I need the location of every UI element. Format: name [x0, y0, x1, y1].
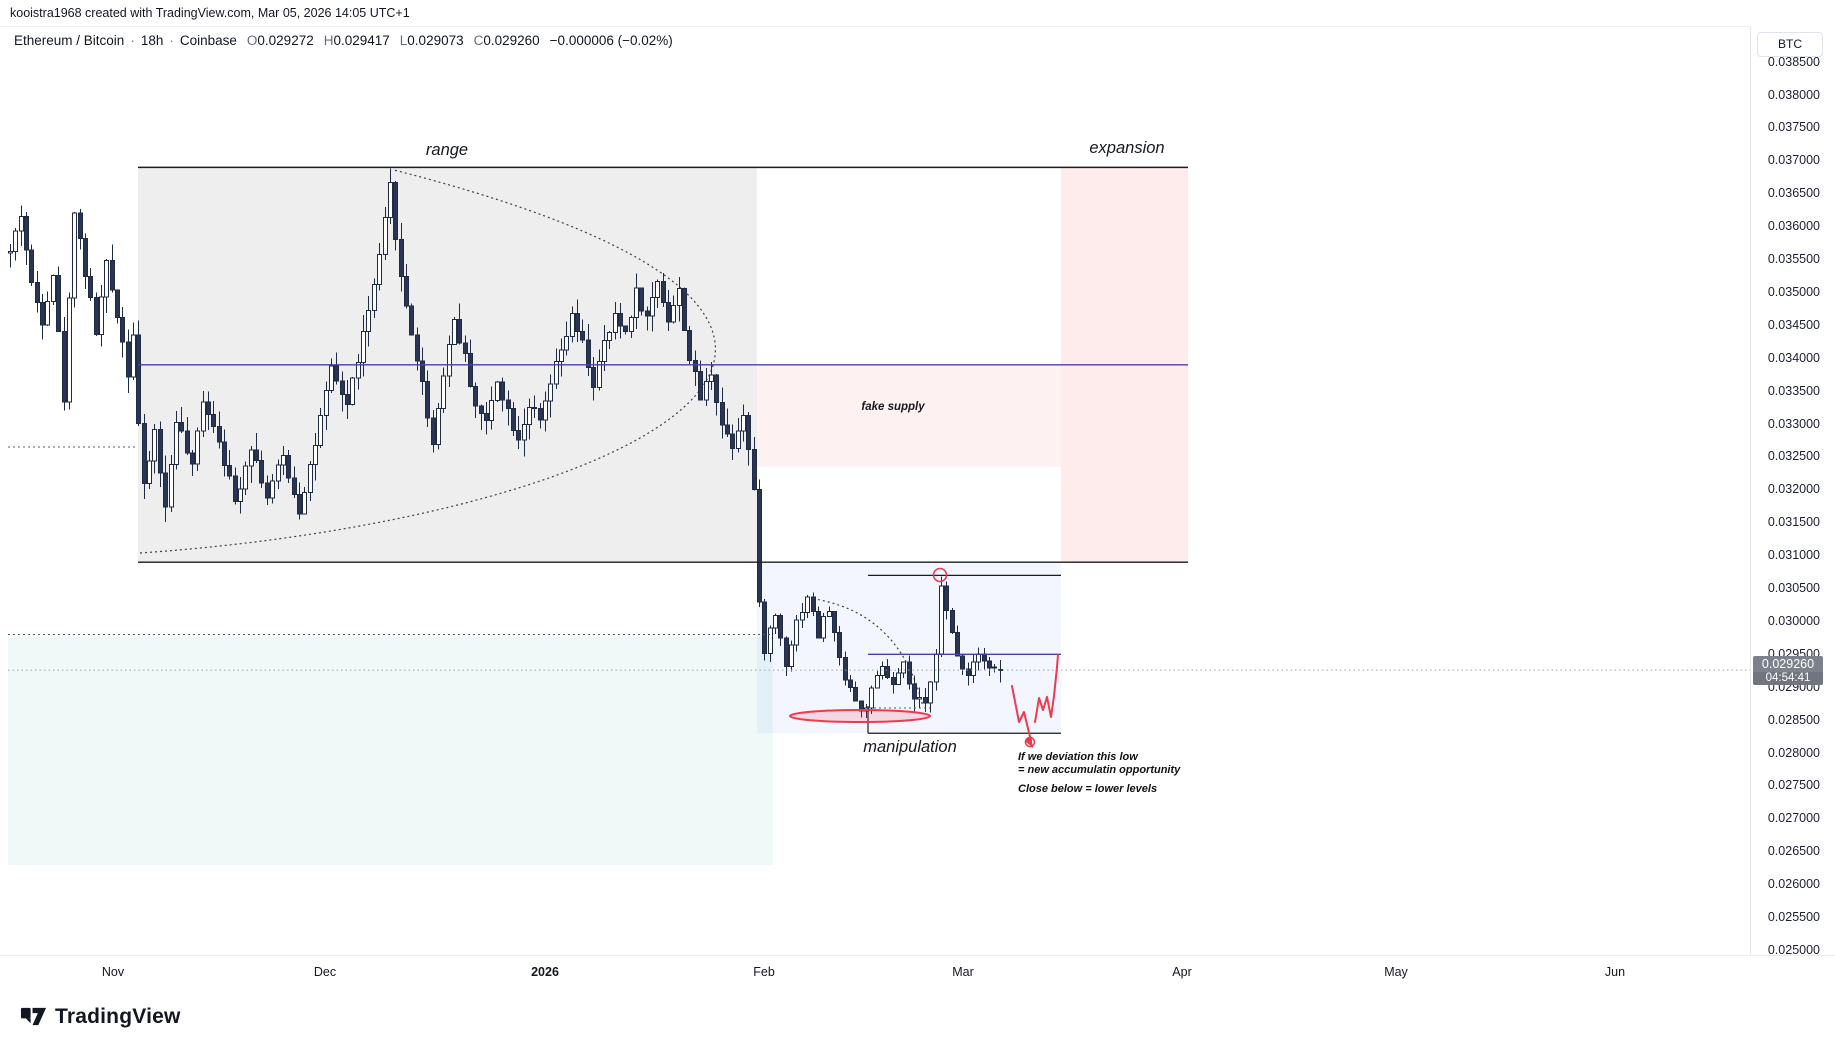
price-scale-label: 0.037000 [1767, 153, 1820, 168]
price-scale-label: 0.026000 [1767, 877, 1820, 892]
price-scale-label: 0.032000 [1767, 482, 1820, 497]
price-scale-label: 0.030500 [1767, 581, 1820, 595]
bar-countdown: 04:54:41 [1753, 672, 1823, 686]
attribution-text: kooistra1968 created with TradingView.co… [10, 6, 410, 20]
price-scale-label: 0.034000 [1767, 350, 1820, 365]
price-scale-label: 0.031000 [1767, 548, 1820, 563]
lower-range-zone[interactable] [757, 562, 1061, 734]
tradingview-logo-text: TradingView [55, 1004, 181, 1028]
time-scale-label-dec: Dec [313, 965, 337, 979]
change-value: −0.000006 (−0.02%) [549, 33, 673, 48]
red-lows-ellipse[interactable] [789, 709, 931, 723]
symbol-name[interactable]: Ethereum / Bitcoin [14, 33, 125, 48]
unit-toggle-button[interactable]: BTC [1757, 32, 1823, 57]
price-scale-label: 0.028000 [1767, 745, 1820, 760]
price-scale-label: 0.025500 [1767, 910, 1820, 924]
tradingview-logo-icon [20, 1007, 47, 1026]
manipulation-label[interactable]: manipulation [863, 738, 957, 756]
fake-supply-zone[interactable] [757, 364, 1061, 467]
time-scale-label-jun: Jun [1604, 965, 1626, 979]
price-scale-label: 0.027500 [1767, 778, 1820, 793]
time-scale-label-nov: Nov [101, 965, 125, 979]
price-scale-label: 0.028500 [1767, 712, 1820, 727]
candlestick-series[interactable] [8, 168, 1003, 718]
chart-legend: Ethereum / Bitcoin · 18h · Coinbase O0.029272… [14, 33, 673, 48]
attribution-bar: kooistra1968 created with TradingView.co… [0, 0, 1835, 27]
close-label: C [473, 33, 484, 48]
range-label[interactable]: range [425, 141, 469, 159]
price-scale-label: 0.038500 [1767, 54, 1820, 69]
price-scale-label: 0.035500 [1767, 252, 1820, 266]
price-scale-label: 0.027000 [1767, 811, 1820, 826]
scenario-note[interactable]: If we deviation this low = new accumulat… [1018, 751, 1180, 796]
high-label: H [323, 33, 334, 48]
price-scale-label: 0.036500 [1767, 186, 1820, 201]
red-projection-path-up[interactable] [1034, 654, 1059, 723]
price-scale-label: 0.033500 [1767, 383, 1820, 398]
note-line-1: If we deviation this low [1018, 751, 1138, 763]
fake-supply-label[interactable]: fake supply [861, 401, 925, 413]
tradingview-logo[interactable]: TradingView [20, 1003, 181, 1030]
time-scale-label-mar: Mar [952, 965, 974, 979]
small-dotted-curve[interactable] [807, 597, 924, 708]
price-scale-label: 0.037500 [1767, 120, 1820, 135]
accumulation-zone[interactable] [8, 636, 773, 865]
price-scale-label: 0.033000 [1767, 416, 1820, 431]
time-scale-label-apr: Apr [1172, 965, 1192, 979]
price-scale-label: 0.036000 [1767, 219, 1820, 234]
price-scale-label: 0.025000 [1767, 942, 1820, 957]
time-scale-label-may: May [1384, 965, 1408, 979]
price-scale-label: 0.032500 [1767, 449, 1820, 464]
red-high-circle-marker[interactable] [932, 567, 948, 583]
time-scale[interactable]: Nov Dec 2026 Feb Mar Apr May Jun [0, 955, 1835, 990]
footer-bar: TradingView [0, 989, 1835, 1048]
price-scale-label: 0.034500 [1767, 317, 1820, 332]
red-arrowhead [1025, 736, 1033, 748]
note-line-3: Close below = lower levels [1018, 783, 1158, 795]
expansion-label[interactable]: expansion [1089, 139, 1165, 157]
red-projection-path-down[interactable] [1011, 685, 1032, 742]
open-value: 0.029272 [257, 33, 314, 48]
chart-canvas[interactable] [0, 0, 1750, 988]
time-scale-label-2026: 2026 [531, 965, 559, 979]
low-value: 0.029073 [407, 33, 464, 48]
exchange-label[interactable]: Coinbase [179, 33, 237, 48]
open-label: O [246, 33, 258, 48]
price-scale-label: 0.026500 [1767, 844, 1820, 859]
last-price-tag: 0.029260 04:54:41 [1753, 656, 1823, 686]
high-value: 0.029417 [333, 33, 390, 48]
price-scale-label: 0.031500 [1767, 515, 1820, 530]
price-scale-label: 0.038000 [1767, 87, 1820, 102]
price-scale-label: 0.035000 [1767, 284, 1820, 299]
price-scale-label: 0.030000 [1767, 613, 1820, 628]
note-line-2: = new accumulatin opportunity [1018, 763, 1181, 776]
price-scale[interactable]: BTC 0.038500 0.038000 0.037500 0.037000 0.03… [1750, 26, 1835, 988]
last-price-value: 0.029260 [1753, 656, 1823, 673]
low-label: L [399, 33, 408, 48]
red-low-circle-marker[interactable] [1024, 736, 1036, 748]
close-value: 0.029260 [483, 33, 540, 48]
interval-label[interactable]: 18h [140, 33, 164, 48]
time-scale-label-feb: Feb [753, 965, 775, 979]
